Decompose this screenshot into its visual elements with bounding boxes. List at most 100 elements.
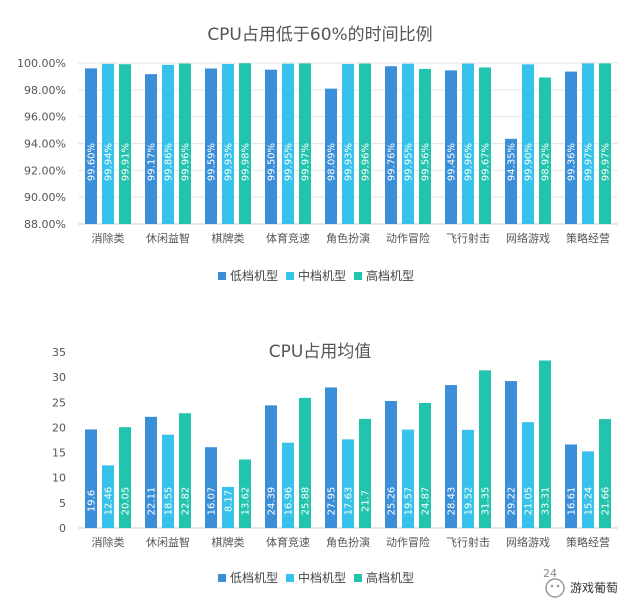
chart1-bar (582, 63, 594, 225)
chart1-bar-value-label: 99.86% (164, 143, 175, 181)
chart2-bar-value-label: 31.35 (481, 487, 492, 516)
chart1-y-tick-label: 96.00% (24, 111, 66, 124)
chart1-bar (385, 66, 397, 224)
chart1-bar-value-label: 94.35% (507, 143, 518, 181)
chart1-category-label: 动作冒险 (386, 231, 430, 245)
chart1-bar-value-label: 99.60% (87, 143, 98, 181)
chart2-bar-value-label: 12.46 (104, 487, 115, 516)
chart2-bar (539, 360, 551, 528)
chart1-bar (282, 63, 294, 224)
chart1-bar-value-label: 99.56% (421, 143, 432, 181)
chart1-bar-value-label: 99.90% (524, 143, 535, 181)
wechat-icon-eye-right (556, 584, 560, 588)
chart1-bar-value-label: 99.97% (601, 143, 612, 181)
chart1-y-tick-label: 92.00% (24, 164, 66, 177)
chart2-bar (239, 459, 251, 528)
chart1-bar (162, 64, 174, 225)
chart1-bar (565, 71, 577, 224)
chart1-bar-value-label: 99.17% (147, 143, 158, 181)
chart1-category-label: 飞行射击 (446, 231, 490, 245)
chart2-bar (119, 427, 131, 528)
chart1-bar-value-label: 99.50% (267, 143, 278, 181)
wechat-icon (545, 578, 565, 598)
chart2-bar-value-label: 24.87 (421, 487, 432, 516)
chart2-bar (419, 402, 431, 528)
chart2-legend-label: 中档机型 (298, 570, 346, 585)
brand-name: 游戏葡萄 (570, 581, 618, 595)
chart2-bar (85, 429, 97, 528)
chart2-y-tick-label: 20 (52, 421, 66, 434)
chart1-bar (445, 70, 457, 224)
chart2-bar-value-label: 28.43 (447, 487, 458, 516)
chart2-y-tick-label: 30 (52, 371, 66, 384)
chart2-bar (179, 413, 191, 528)
chart1-y-tick-label: 100.00% (17, 57, 66, 70)
chart2-title: CPU占用均值 (269, 342, 372, 362)
chart2-bar (582, 451, 594, 528)
chart1-bar (419, 68, 431, 224)
chart1-legend-label: 高档机型 (366, 268, 414, 283)
chart2-category-label: 角色扮演 (326, 535, 370, 549)
chart1-bar-value-label: 98.92% (541, 143, 552, 181)
chart1-bars: 99.60% 99.94% 99.91% 99.17% 99.86% 99.96% 99.5… (85, 63, 612, 225)
chart1-bar-value-label: 98.09% (327, 143, 338, 181)
chart2-bar-value-label: 13.62 (241, 487, 252, 516)
chart1-y-tick-label: 98.00% (24, 84, 66, 97)
chart1-category-label: 策略经营 (566, 231, 610, 245)
chart1-bar (239, 63, 251, 224)
chart1-category-label: 网络游戏 (506, 231, 550, 245)
chart2-bar-value-label: 15.24 (584, 487, 595, 516)
chart2-bar-value-label: 25.88 (301, 487, 312, 516)
chart1-category-label: 休闲益智 (146, 231, 190, 245)
chart2-bar-value-label: 19.52 (464, 487, 475, 516)
chart2-bar (162, 434, 174, 528)
chart1-bar (179, 63, 191, 224)
chart2-bar (479, 370, 491, 528)
chart2-bar-value-label: 16.07 (207, 487, 218, 516)
chart2-category-label: 体育竞速 (266, 535, 310, 549)
chart2-legend-swatch (218, 574, 226, 582)
chart2-legend-swatch (286, 574, 294, 582)
chart2-bar (205, 447, 217, 528)
chart2-y-tick-label: 5 (59, 497, 66, 510)
chart1-bar-value-label: 99.97% (301, 143, 312, 181)
chart1-bar-value-label: 99.91% (121, 143, 132, 181)
chart2-bar (599, 419, 611, 528)
chart1-bar-value-label: 99.93% (344, 143, 355, 181)
chart2-bar (282, 442, 294, 528)
chart2-category-label: 消除类 (92, 535, 125, 549)
chart2-bar-value-label: 22.82 (181, 487, 192, 516)
chart2-bar (505, 381, 517, 528)
chart2-bar (342, 439, 354, 528)
chart1-bar (265, 69, 277, 224)
chart2-bar-value-label: 21.05 (524, 487, 535, 516)
chart1-bar-value-label: 99.67% (481, 143, 492, 181)
chart2-bar (385, 400, 397, 528)
chart1-bar (85, 68, 97, 224)
chart1-bar (599, 63, 611, 225)
chart1-bar (222, 63, 234, 225)
chart1-y-tick-label: 88.00% (24, 218, 66, 231)
chart2-legend-swatch (354, 574, 362, 582)
page-number: 24 (543, 567, 557, 580)
chart1-bar-value-label: 99.98% (241, 143, 252, 181)
chart1-bar-value-label: 99.96% (361, 143, 372, 181)
chart2-bar-value-label: 8.17 (224, 490, 235, 512)
chart2-y-tick-label: 35 (52, 346, 66, 359)
chart1-bar (325, 88, 337, 225)
chart2-bar-value-label: 19.57 (404, 487, 415, 516)
chart2-bar (522, 422, 534, 528)
chart2-category-label: 棋牌类 (212, 535, 245, 549)
chart2-bar-value-label: 19.6 (87, 490, 98, 512)
chart2-category-label: 网络游戏 (506, 535, 550, 549)
chart2-bar-value-label: 27.95 (327, 487, 338, 516)
chart2-x-axis: 消除类 休闲益智 棋牌类 体育竞速 角色扮演 动作冒险 飞行射击 网络游戏 策略经营 (92, 535, 611, 549)
chart2-bar-value-label: 21.66 (601, 487, 612, 516)
chart1-bar-value-label: 99.96% (181, 143, 192, 181)
chart1-bar (145, 74, 157, 224)
chart1-bar (342, 63, 354, 225)
chart1-bar (522, 64, 534, 224)
chart2-y-tick-label: 15 (52, 447, 66, 460)
chart2-bar-value-label: 24.39 (267, 487, 278, 516)
